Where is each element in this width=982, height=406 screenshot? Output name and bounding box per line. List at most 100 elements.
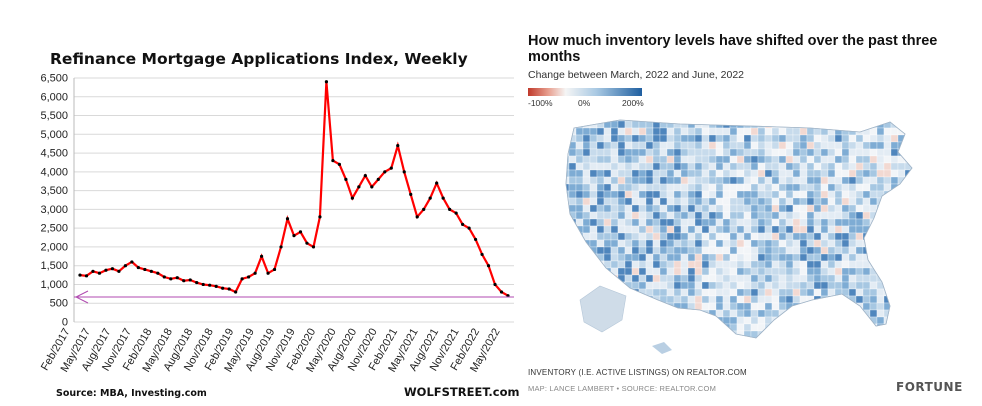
county-cell	[566, 204, 570, 213]
data-point	[247, 275, 251, 279]
county-cell	[897, 337, 906, 338]
county-cell	[673, 309, 682, 318]
county-cell	[820, 260, 829, 269]
county-cell	[645, 281, 654, 290]
county-cell	[702, 345, 709, 352]
county-cell	[645, 162, 654, 171]
county-cell	[869, 323, 878, 332]
county-cell	[729, 141, 738, 150]
county-cell	[758, 345, 765, 352]
county-cell	[869, 295, 878, 304]
county-cell	[722, 120, 731, 122]
county-cell	[624, 253, 633, 262]
county-cell	[890, 323, 899, 332]
county-cell	[673, 197, 682, 206]
county-cell	[919, 170, 926, 177]
county-cell	[729, 197, 738, 206]
county-cell	[722, 225, 731, 234]
county-cell	[566, 162, 570, 171]
county-cell	[876, 134, 885, 143]
county-cell	[708, 162, 717, 171]
county-cell	[869, 148, 878, 157]
county-cell	[869, 218, 878, 227]
county-cell	[876, 120, 885, 122]
county-cell	[701, 246, 710, 255]
county-cell	[869, 337, 878, 338]
county-cell	[624, 232, 633, 241]
county-cell	[603, 225, 612, 234]
county-cell	[582, 267, 591, 276]
county-cell	[793, 345, 800, 352]
county-cell	[771, 127, 780, 136]
county-cell	[750, 239, 759, 248]
county-cell	[883, 141, 892, 150]
county-cell	[743, 197, 752, 206]
county-cell	[778, 176, 787, 185]
county-cell	[603, 211, 612, 220]
county-cell	[638, 232, 647, 241]
county-cell	[919, 212, 926, 219]
county-cell	[919, 128, 926, 135]
county-cell	[673, 337, 682, 338]
county-cell	[919, 184, 926, 191]
county-cell	[568, 323, 577, 332]
county-cell	[652, 162, 661, 171]
county-cell	[694, 155, 703, 164]
hawaii-shape	[652, 342, 672, 354]
county-cell	[757, 288, 766, 297]
county-cell	[596, 148, 605, 157]
county-cell	[639, 345, 646, 352]
county-cell	[631, 176, 640, 185]
county-cell	[750, 176, 759, 185]
county-cell	[841, 141, 850, 150]
county-cell	[701, 330, 710, 338]
county-cell	[575, 148, 584, 157]
county-cell	[919, 303, 926, 310]
county-cell	[743, 225, 752, 234]
county-cell	[919, 149, 926, 156]
county-cell	[708, 127, 717, 136]
county-cell	[848, 120, 857, 129]
county-cell	[757, 204, 766, 213]
county-cell	[792, 267, 801, 276]
county-cell	[792, 204, 801, 213]
county-cell	[631, 120, 640, 129]
county-cell	[764, 337, 773, 338]
county-cell	[582, 211, 591, 220]
county-cell	[624, 274, 633, 283]
county-cell	[575, 316, 584, 325]
county-cell	[568, 176, 577, 185]
county-cell	[792, 288, 801, 297]
data-point	[318, 215, 322, 219]
county-cell	[848, 204, 857, 213]
county-cell	[673, 218, 682, 227]
county-cell	[897, 232, 906, 241]
county-cell	[638, 281, 647, 290]
county-cell	[792, 330, 801, 338]
county-cell	[897, 162, 906, 171]
county-cell	[638, 162, 647, 171]
county-cell	[806, 211, 815, 220]
county-cell	[890, 246, 899, 255]
county-cell	[778, 239, 787, 248]
county-cell	[764, 197, 773, 206]
county-cell	[568, 232, 577, 241]
county-cell	[729, 127, 738, 136]
county-cell	[652, 211, 661, 220]
county-cell	[596, 120, 605, 122]
county-cell	[566, 330, 570, 338]
county-cell	[848, 232, 857, 241]
county-cell	[883, 260, 892, 269]
county-cell	[680, 274, 689, 283]
county-cell	[827, 246, 836, 255]
county-cell	[666, 288, 675, 297]
county-cell	[736, 183, 745, 192]
county-cell	[897, 190, 906, 199]
county-cell	[855, 183, 864, 192]
county-cell	[652, 246, 661, 255]
county-cell	[750, 197, 759, 206]
county-cell	[827, 197, 836, 206]
data-point	[266, 271, 270, 275]
county-cell	[807, 345, 814, 352]
county-cell	[722, 267, 731, 276]
